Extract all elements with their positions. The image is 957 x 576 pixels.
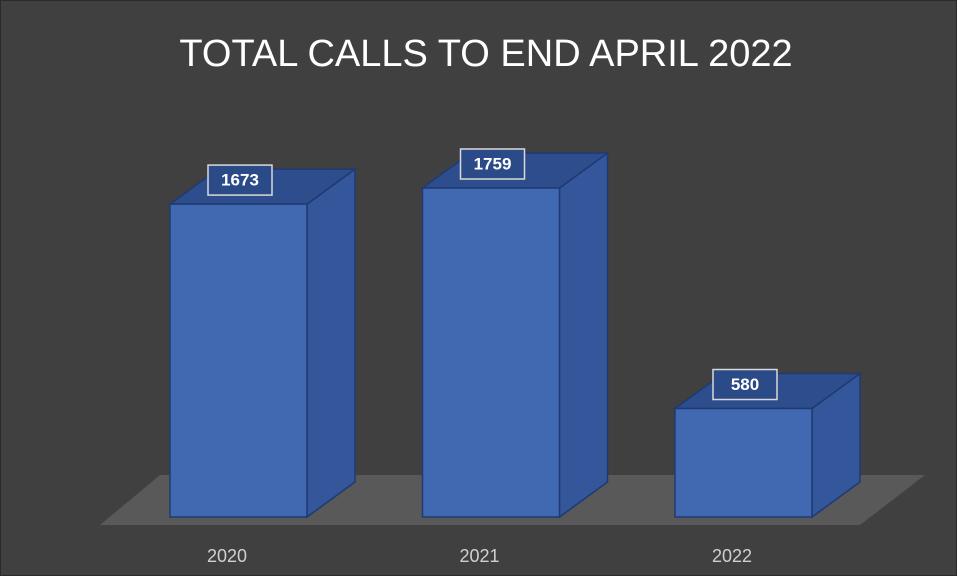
data-label: 1759	[474, 154, 512, 173]
data-label-box	[712, 368, 778, 401]
data-label-box	[459, 148, 526, 180]
bar	[169, 203, 308, 518]
bar-side	[558, 151, 609, 519]
x-tick-label: 2022	[712, 546, 752, 566]
data-label-box	[207, 164, 273, 196]
x-tick-label: 2020	[207, 546, 247, 566]
x-tick-label: 2021	[459, 546, 499, 566]
chart-title: TOTAL CALLS TO END APRIL 2022	[179, 33, 792, 75]
bar-side	[306, 167, 356, 519]
bar	[421, 187, 561, 518]
data-label: 1673	[221, 171, 259, 190]
bar	[674, 407, 813, 518]
data-label: 580	[731, 375, 759, 394]
